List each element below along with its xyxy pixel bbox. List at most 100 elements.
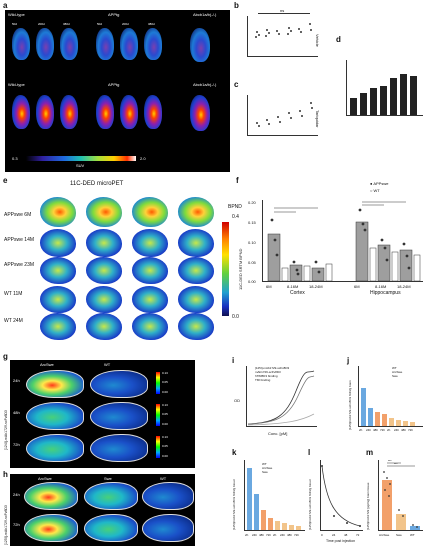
panel-i-axes (246, 366, 317, 427)
label-wildtype-bottom: Wild-type (8, 82, 25, 87)
legend-wt-text: WT (373, 188, 380, 193)
panel-i-xlabel: Conc. [pM] (268, 431, 288, 436)
legend-appswe: ● APPswe (370, 181, 389, 186)
l-xtick-1: 24 (332, 533, 336, 537)
label-apptg-top: APPtg (108, 12, 120, 17)
scan-app-380d-tq (144, 95, 162, 129)
f-ytick-4: 0.00 (248, 279, 256, 284)
panel-k-ylabel: [125I]mAb1729-scFv8D3 %ID/g blood (232, 479, 236, 530)
g-col-arcswe: ArcSwe (40, 362, 54, 367)
h-side-label: [125I]-mAb1729-scFv8D3 (4, 505, 8, 545)
e-cbar-max: 0.4 (232, 214, 239, 220)
m-xtick-1: Swe (396, 533, 402, 537)
g-col-wt: WT (104, 362, 111, 367)
panel-b-bracket (258, 13, 310, 14)
f-xtick-3: 6M (354, 284, 360, 289)
f-xtick-0: 6M (266, 284, 272, 289)
brain-c4 (178, 257, 214, 284)
scan-abcb-tq (190, 95, 210, 131)
panel-e-title: 11C-DED microPET (70, 181, 124, 187)
panel-f-letter: f (236, 176, 239, 185)
panel-h-letter: h (3, 470, 8, 479)
panel-b-axes (247, 16, 318, 57)
brain-b3 (132, 229, 168, 257)
brain-a1 (40, 197, 76, 227)
k-legend-swe: Swe (262, 470, 268, 474)
brain-e2 (86, 313, 122, 340)
g-scale-1-bot: 0.00 (162, 390, 168, 394)
brain-e1 (40, 313, 76, 340)
legend-appswe-text: APPswe (373, 181, 389, 186)
label-wildtype-top: Wild-type (8, 12, 25, 17)
scan-wt-380d-tq (60, 95, 78, 129)
panel-i-ylabel: OD (234, 398, 240, 403)
brain-a4 (178, 197, 214, 227)
brain-c1 (40, 257, 76, 284)
l-xtick-0: 0 (321, 533, 323, 537)
h-sag-swe-72 (84, 514, 138, 542)
panel-b-ns: ns (280, 8, 285, 13)
panel-d-axes (346, 60, 423, 116)
j-legend-swe: Swe (392, 374, 398, 378)
j-xtick-6: 48h (401, 428, 407, 432)
i-legend-2: hTfR8D3 binding (255, 374, 278, 378)
scan-wt-50d-veh (12, 28, 30, 60)
m-stars-0: *** (394, 462, 398, 466)
panel-j-letter: j (347, 356, 350, 365)
m-stars-1: *** (388, 459, 392, 463)
h-sag-wt-24 (142, 482, 194, 510)
k-legend-wt: WT (262, 462, 267, 466)
panel-m-axes (378, 460, 423, 531)
panel-l-xlabel: Time post injection (326, 539, 356, 543)
row-appswe-6m: APPswe 6M (4, 212, 32, 218)
panel-m-letter: m (366, 448, 374, 457)
age-wt-3: 380d (63, 22, 70, 26)
h-row-72h: 72h (13, 522, 20, 527)
label-abcb-top: Abcb1a/b(-/-) (193, 12, 217, 17)
g-scale-1 (156, 372, 160, 394)
h-col-arcswe: ArcSwe (38, 476, 52, 481)
f-xtick-1: 8-16M (287, 284, 299, 289)
k-xtick-1: 24h (252, 533, 258, 537)
h-col-wt: WT (160, 476, 167, 481)
scan-wt-50d-tq (12, 95, 30, 129)
row-appswe-23m: APPswe 23M (4, 262, 35, 268)
scan-wt-200d-tq (36, 95, 54, 129)
panel-f-ylabel: 11C-DED SRTM BPND (238, 248, 243, 290)
j-xtick-4: 2h (387, 428, 391, 432)
j-xtick-1: 24h (366, 428, 372, 432)
panel-e-letter: e (3, 176, 8, 185)
f-xtick-2: 18-24M (309, 284, 323, 289)
h-row-24h: 24h (13, 492, 20, 497)
scan-app-200d-tq (120, 95, 138, 129)
colorbar-suv (26, 156, 136, 161)
colorbar-unit: SUV (76, 163, 85, 168)
panel-f-bars (267, 201, 421, 281)
k-xtick-7: 72h (294, 533, 300, 537)
g-sag-wt-48 (90, 402, 148, 430)
g-side-label: [124I]-mAb1729-scFv8D3 (4, 410, 8, 450)
scan-app-200d-veh (120, 28, 138, 60)
l-xtick-2: 48 (344, 533, 348, 537)
colorbar-min: 0.3 (12, 156, 18, 161)
age-app-3: 380d (148, 22, 155, 26)
panel-b-points (255, 23, 312, 38)
panel-c-points (256, 102, 313, 127)
panel-a-letter: a (3, 1, 8, 10)
g-sag-wt-24 (90, 370, 148, 398)
panel-d-letter: d (336, 35, 341, 44)
panel-i-curves (247, 370, 315, 426)
h-sag-arc-24 (24, 482, 78, 510)
j-xtick-7: 72h (408, 428, 414, 432)
brain-e4 (178, 313, 214, 340)
e-colorbar (222, 222, 229, 316)
label-apptg-bottom: APPtg (108, 82, 120, 87)
row-wt-11m: WT 11M (4, 291, 23, 297)
brain-c2 (86, 257, 122, 284)
panel-d-bars (350, 74, 417, 115)
e-cbar-label: BPND (228, 204, 242, 210)
brain-c3 (132, 257, 168, 284)
f-group-cortex: Cortex (290, 290, 305, 296)
brain-b4 (178, 229, 214, 257)
panel-i-letter: i (232, 356, 235, 365)
